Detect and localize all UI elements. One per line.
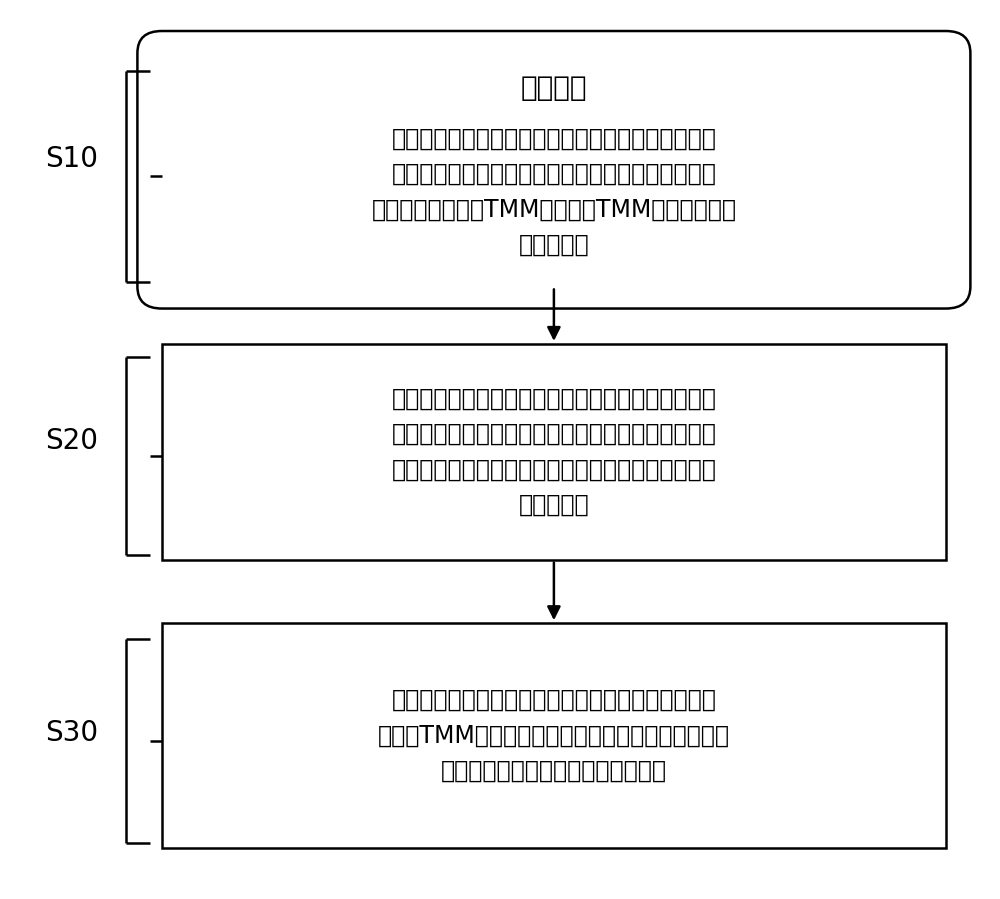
Text: S20: S20 (45, 427, 98, 455)
Text: 数据采集: 数据采集 (521, 75, 587, 102)
Text: S30: S30 (45, 719, 98, 747)
Text: 以动力总成是否上电为切入点，结合发动机缸盖出水
温度，发动机缸体出水温度，发动机机油温度，变速
器机油温度，及采暖需求进行判断，并输出相应的热
管理模式。: 以动力总成是否上电为切入点，结合发动机缸盖出水 温度，发动机缸体出水温度，发动机… (391, 387, 716, 517)
Text: S10: S10 (45, 145, 98, 173)
FancyBboxPatch shape (137, 31, 970, 308)
Bar (162, 343, 946, 559)
Text: （缸盖出水温度，缸体出水温度，暖通需求，环境温
度，进气温度，环境温度，发动机机油温度，变速器
机油温度，车速，TMM主开度，TMM缸体开度，主
水泵转速）: （缸盖出水温度，缸体出水温度，暖通需求，环境温 度，进气温度，环境温度，发动机机… (371, 127, 736, 257)
Text: 根据不同的热管理模式按照不同策略控制电子主水泵
转速和TMM开度，达到控制发动机冷却液温度，发动
机机油温度和变速器机油温度的目的: 根据不同的热管理模式按照不同策略控制电子主水泵 转速和TMM开度，达到控制发动机… (378, 688, 730, 783)
Bar (162, 623, 946, 848)
